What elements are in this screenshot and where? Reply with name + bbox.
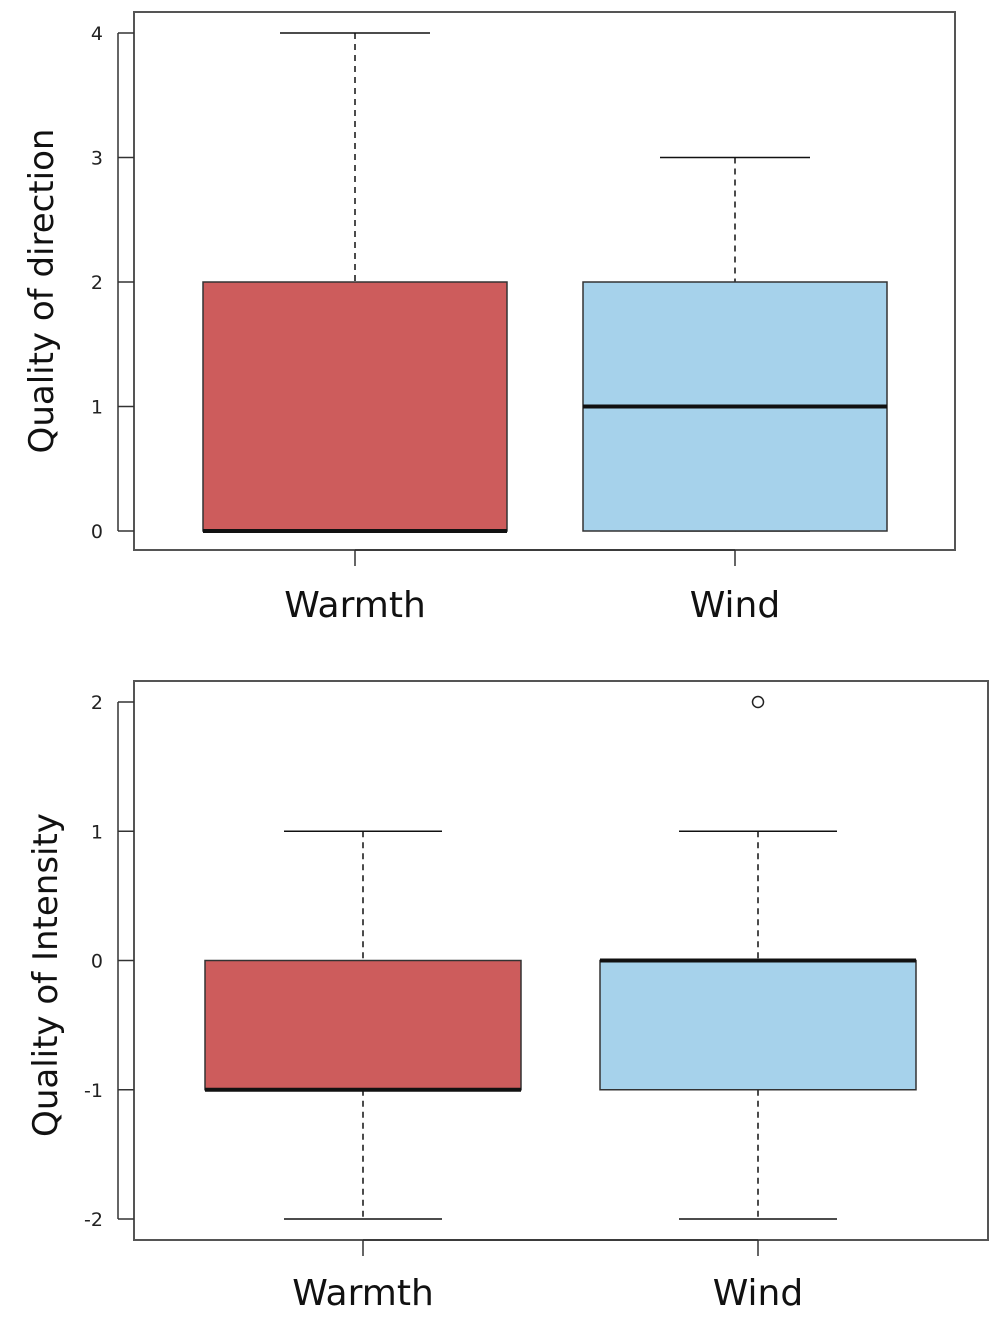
x-category-label: Warmth [292, 1273, 434, 1314]
y-tick-label: 0 [91, 951, 103, 973]
y-tick-label: -2 [84, 1209, 103, 1231]
y-axis-title: Quality of Intensity [26, 813, 66, 1137]
x-category-label: Wind [713, 1273, 803, 1314]
y-tick-label: 1 [91, 397, 103, 419]
outlier-point [751, 695, 765, 709]
y-tick-label: -1 [84, 1080, 103, 1102]
x-category-label: Warmth [284, 585, 426, 626]
y-axis-title: Quality of direction [22, 129, 62, 454]
box-rect [202, 281, 508, 532]
boxplot-chart-2: -2 -1 0 1 2 Quality of Intensity Warmth Wind [26, 680, 989, 1314]
y-tick-label: 1 [91, 821, 103, 843]
box-warmth [204, 830, 522, 1220]
box-rect [599, 959, 917, 1091]
y-tick-label: 3 [91, 148, 103, 170]
y-tick-label: 0 [91, 521, 103, 543]
x-category-label: Wind [690, 585, 780, 626]
box-warmth [202, 32, 508, 533]
box-wind [582, 156, 888, 532]
y-tick-label: 2 [91, 692, 103, 714]
y-tick-label: 4 [91, 23, 103, 45]
boxplot-chart-1: 0 1 2 3 4 Quality of direction Warmth Wind [22, 11, 956, 626]
box-wind [599, 695, 917, 1220]
y-tick-label: 2 [91, 272, 103, 294]
box-rect [204, 959, 522, 1091]
